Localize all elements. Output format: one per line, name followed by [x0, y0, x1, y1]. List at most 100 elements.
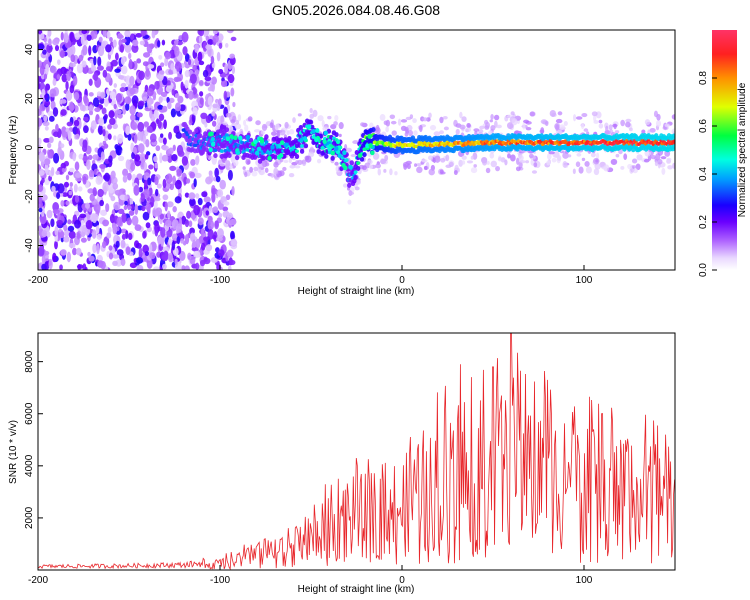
heatmap-cell: [60, 31, 64, 41]
heatmap-cell: [103, 172, 110, 182]
heatmap-cell: [180, 238, 185, 244]
heatmap-cell: [200, 242, 206, 251]
heatmap-cell: [146, 43, 153, 54]
heatmap-cell: [298, 124, 304, 130]
heatmap-cell: [525, 127, 532, 131]
heatmap-cell: [77, 186, 83, 192]
heatmap-cell: [93, 190, 98, 197]
heatmap-cell: [92, 97, 100, 108]
heatmap-cell: [133, 185, 140, 196]
heatmap-cell: [39, 214, 47, 225]
heatmap-cell: [145, 139, 150, 148]
heatmap-cell: [308, 119, 314, 125]
heatmap-cell: [189, 171, 196, 179]
heatmap-cell: [197, 217, 204, 226]
heatmap-cell: [357, 153, 363, 158]
heatmap-cell: [158, 136, 165, 143]
heatmap-cell: [439, 169, 444, 174]
heatmap-cell: [227, 169, 233, 181]
heatmap-cell: [130, 114, 136, 122]
heatmap-cell: [299, 138, 304, 143]
heatmap-cell: [218, 128, 223, 134]
heatmap-cell: [67, 225, 75, 232]
heatmap-cell: [113, 135, 117, 141]
heatmap-cell: [86, 34, 92, 41]
heatmap-cell: [153, 156, 158, 163]
heatmap-cell: [121, 38, 127, 44]
heatmap-cell: [53, 152, 60, 164]
heatmap-cell: [253, 139, 258, 145]
heatmap-cell: [306, 124, 312, 130]
heatmap-cell: [466, 160, 474, 164]
heatmap-cell: [497, 156, 503, 162]
heatmap-cell: [110, 59, 118, 67]
spectrogram-y-label: Frequency (Hz): [8, 116, 19, 185]
heatmap-cell: [124, 43, 132, 53]
heatmap-cell: [72, 152, 77, 162]
heatmap-cell: [207, 86, 212, 92]
heatmap-cell: [212, 30, 219, 35]
heatmap-cell: [174, 102, 182, 112]
heatmap-cell: [195, 193, 200, 199]
heatmap-cell: [288, 173, 295, 178]
heatmap-cell: [48, 258, 53, 270]
heatmap-cell: [88, 169, 95, 178]
heatmap-cell: [428, 155, 434, 161]
heatmap-cell: [117, 133, 124, 144]
heatmap-cell: [128, 210, 135, 216]
heatmap-cell: [618, 149, 623, 155]
heatmap-cell: [235, 119, 240, 125]
heatmap-cell: [41, 254, 46, 264]
heatmap-cell: [60, 99, 67, 104]
heatmap-cell: [578, 166, 584, 174]
colorbar-label: Normalized spectral amplitude: [737, 82, 748, 217]
snr-panel: -200 -100 0 100 2000 4000 6000 8000 Height of …: [8, 332, 676, 595]
heatmap-cell: [112, 260, 118, 267]
heatmap-cell: [38, 144, 42, 152]
heatmap-cell: [38, 117, 43, 127]
heatmap-cell: [44, 126, 49, 131]
heatmap-cell: [115, 145, 122, 156]
heatmap-cell: [84, 266, 88, 270]
heatmap-cell: [138, 247, 143, 259]
heatmap-cell: [280, 140, 285, 146]
heatmap-cell: [56, 59, 61, 65]
heatmap-cell: [231, 65, 236, 75]
heatmap-cell: [61, 192, 69, 197]
heatmap-cell: [214, 167, 219, 178]
heatmap-cell: [261, 123, 268, 131]
heatmap-cell: [671, 128, 675, 135]
heatmap-cell: [397, 118, 402, 126]
heatmap-cell: [230, 239, 238, 246]
heatmap-cell: [126, 217, 132, 226]
heatmap-cell: [39, 33, 45, 40]
heatmap-cell: [230, 119, 236, 124]
heatmap-cell: [99, 163, 107, 169]
heatmap-cell: [334, 132, 339, 138]
heatmap-cell: [130, 162, 136, 172]
heatmap-cell: [218, 42, 223, 49]
heatmap-cell: [525, 160, 530, 164]
heatmap-cell: [79, 104, 85, 112]
heatmap-cell: [128, 52, 132, 60]
heatmap-cell: [143, 52, 151, 58]
heatmap-cell: [220, 80, 228, 88]
heatmap-cell: [461, 160, 466, 165]
heatmap-cell: [172, 68, 177, 74]
heatmap-cell: [594, 163, 601, 170]
heatmap-cell: [78, 153, 84, 160]
snr-y-tick-label: 8000: [24, 350, 35, 373]
heatmap-cell: [174, 196, 182, 204]
heatmap-cell: [47, 142, 52, 149]
heatmap-cell: [172, 206, 177, 213]
heatmap-cell: [170, 108, 177, 118]
heatmap-cell: [134, 154, 141, 162]
heatmap-cell: [391, 130, 397, 136]
heatmap-cell: [323, 130, 328, 136]
heatmap-cell: [598, 119, 603, 124]
heatmap-cell: [120, 82, 127, 88]
heatmap-cell: [666, 157, 672, 162]
heatmap-cell: [97, 124, 104, 135]
heatmap-cell: [140, 193, 145, 203]
